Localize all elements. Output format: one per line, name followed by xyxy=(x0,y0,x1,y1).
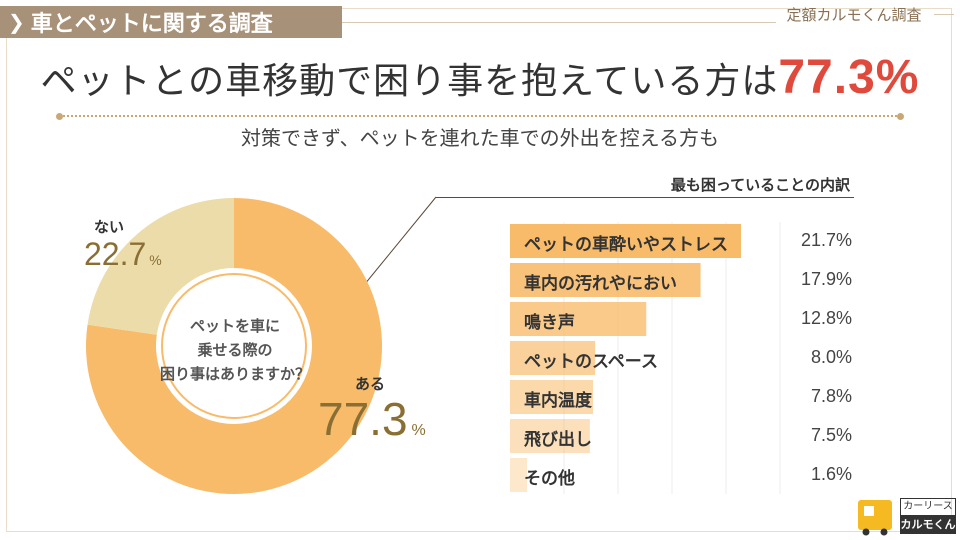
bar-value-label: 12.8% xyxy=(800,308,852,328)
bar-value-label: 7.8% xyxy=(810,386,852,406)
header-rule-right xyxy=(934,14,954,15)
bar-category-label: ペットのスペース xyxy=(524,352,658,372)
bar-3 xyxy=(510,341,596,375)
bar-1 xyxy=(510,263,701,297)
bar-4 xyxy=(510,380,594,414)
bar-0 xyxy=(510,224,741,258)
slice-value-aru-number: 77.3 xyxy=(318,393,408,445)
dotted-divider xyxy=(56,113,904,120)
headline-highlight: 77.3% xyxy=(778,51,920,104)
survey-tag-label: 車とペットに関する調査 xyxy=(30,12,273,37)
slice-value-nai: 22.7% xyxy=(84,236,162,273)
donut-center-question: ペットを車に 乗せる際の 困り事はありますか？ xyxy=(140,314,330,386)
slice-value-aru: 77.3% xyxy=(318,392,426,446)
bar-category-label: ペットの車酔いやストレス xyxy=(524,235,728,255)
bar-value-label: 8.0% xyxy=(810,347,852,367)
slice-label-nai: ない xyxy=(94,218,125,236)
headline: ペットとの車移動で困り事を抱えている方は77.3% xyxy=(0,50,960,105)
content-frame xyxy=(6,8,952,532)
slice-value-aru-unit: % xyxy=(411,422,426,439)
bar-category-label: 車内温度 xyxy=(524,391,592,411)
slice-value-nai-unit: % xyxy=(149,252,162,268)
center-line: 困り事はありますか？ xyxy=(159,365,310,383)
center-line: 乗せる際の xyxy=(197,341,273,359)
bar-5 xyxy=(510,419,590,453)
bar-category-label: その他 xyxy=(524,469,575,489)
brand-label: 定額カルモくん調査 xyxy=(786,6,922,24)
logo-line2: カルモくん xyxy=(900,516,956,534)
chevron-right-icon: ❯ xyxy=(8,10,25,34)
subtitle: 対策できず、ペットを連れた車での外出を控える方も xyxy=(241,126,719,150)
donut-slice-nai xyxy=(87,198,235,335)
bar-chart xyxy=(510,222,781,494)
bar-2 xyxy=(510,302,647,336)
breakdown-underline xyxy=(436,197,854,198)
bar-value-label: 21.7% xyxy=(800,230,852,250)
divider-dot xyxy=(56,113,63,120)
donut-chart xyxy=(85,198,382,494)
header-rule xyxy=(342,22,776,23)
bar-value-label: 17.9% xyxy=(800,269,852,289)
donut-inner-ring xyxy=(161,273,307,419)
survey-tag: ❯ 車とペットに関する調査 xyxy=(0,6,342,38)
center-line: ペットを車に xyxy=(189,317,280,335)
breakdown-title: 最も困っていることの内訳 xyxy=(670,176,850,194)
donut-slice-aru xyxy=(85,198,382,494)
bar-6 xyxy=(510,458,528,492)
bar-value-label: 7.5% xyxy=(810,425,852,445)
divider-dot xyxy=(897,113,904,120)
bar-value-label: 1.6% xyxy=(810,464,852,484)
bar-category-label: 飛び出し xyxy=(524,430,592,450)
brand-logo: カーリース カルモくん xyxy=(856,494,956,538)
logo-line1: カーリース xyxy=(900,498,956,516)
bar-category-label: 鳴き声 xyxy=(524,313,575,333)
headline-text: ペットとの車移動で困り事を抱えている方は xyxy=(40,61,779,102)
slice-label-aru: ある xyxy=(355,375,386,393)
car-logo-icon xyxy=(858,500,892,536)
slice-value-nai-number: 22.7 xyxy=(84,236,147,272)
bar-category-label: 車内の汚れやにおい xyxy=(524,274,677,294)
